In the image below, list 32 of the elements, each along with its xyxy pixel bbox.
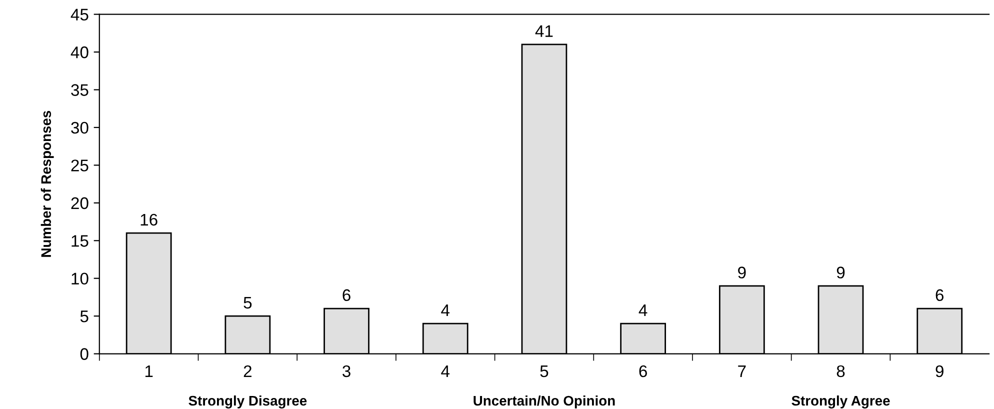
text: Uncertain/No Opinion	[474, 395, 615, 408]
data-label: 9	[836, 266, 845, 278]
data-label: 9	[738, 266, 746, 278]
x-tick-label: 7	[738, 366, 746, 377]
text: Strongly Disagree	[188, 395, 307, 408]
x-tick-label: 4	[441, 366, 450, 377]
x-tick-label: 9	[936, 365, 944, 378]
y-tick-label: 35	[71, 84, 88, 96]
y-tick-label: 20	[71, 197, 88, 210]
y-tick-label: 45	[70, 8, 88, 21]
x-tick-label: 3	[342, 365, 350, 378]
data-label: 6	[342, 289, 350, 302]
y-tick-label: 40	[70, 46, 88, 58]
x-tick-label: 1	[145, 366, 153, 377]
y-tick-label: 25	[71, 160, 88, 172]
data-label: 41	[535, 25, 553, 37]
y-tick-label: 15	[72, 235, 88, 247]
data-label: 6	[936, 289, 944, 302]
x-tick-label: 6	[639, 365, 647, 378]
x-tick-label: 5	[540, 366, 548, 378]
data-label: 4	[638, 304, 648, 316]
y-tick-label: 10	[72, 272, 88, 285]
y-tick-label: 5	[80, 310, 88, 322]
x-tick-label: 2	[244, 365, 252, 377]
text: Strongly Agree	[792, 395, 890, 408]
x-tick-label: 8	[836, 365, 845, 378]
y-axis-title: Number of Responses	[40, 110, 54, 257]
data-label: 16	[140, 214, 158, 226]
data-label: 5	[244, 296, 252, 309]
y-tick-label: 0	[80, 348, 88, 360]
y-tick-label: 30	[71, 122, 88, 134]
data-label: 4	[441, 304, 450, 316]
